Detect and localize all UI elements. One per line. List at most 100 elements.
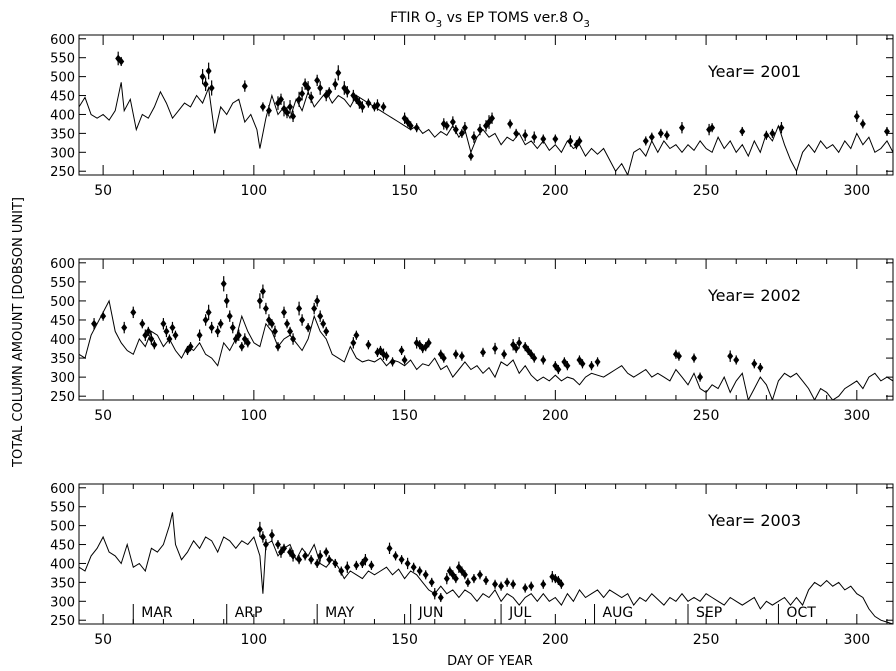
y-tick-label: 550 xyxy=(50,501,75,516)
y-tick-label: 350 xyxy=(50,576,75,591)
ftir-point xyxy=(476,125,483,134)
y-tick-label: 500 xyxy=(50,520,75,535)
ftir-point xyxy=(290,112,297,121)
ftir-point xyxy=(326,555,333,564)
ftir-point xyxy=(91,319,98,328)
ftir-point xyxy=(401,355,408,364)
ftir-point xyxy=(205,66,212,75)
ftir-point xyxy=(757,363,764,372)
ftir-point xyxy=(314,296,321,305)
ftir-point xyxy=(479,348,486,357)
ftir-point xyxy=(461,570,468,579)
ftir-point xyxy=(452,574,459,583)
ftir-point xyxy=(262,540,269,549)
plot-frame xyxy=(78,258,894,401)
ftir-point xyxy=(302,551,309,560)
x-tick-label: 50 xyxy=(94,632,112,648)
ftir-point xyxy=(118,57,125,66)
panel-1: 250 300 350 400 450 500 550 600 50 100 150 200 250 30… xyxy=(50,33,894,199)
y-tick-label: 400 xyxy=(50,333,75,348)
ftir-point xyxy=(151,340,158,349)
ftir-point xyxy=(299,315,306,324)
ftir-point xyxy=(588,361,595,370)
plot-area xyxy=(79,51,893,175)
y-tick-label: 400 xyxy=(50,557,75,572)
ftir-point xyxy=(383,352,390,361)
ftir-point xyxy=(332,559,339,568)
ftir-point xyxy=(540,580,547,589)
y-tick-label: 600 xyxy=(50,482,75,497)
x-tick-label: 200 xyxy=(542,183,569,199)
ftir-point xyxy=(470,574,477,583)
plot-area xyxy=(79,276,893,400)
ftir-point xyxy=(121,323,128,332)
ftir-point xyxy=(256,525,263,534)
ftir-point xyxy=(308,93,315,102)
ftir-point xyxy=(166,335,173,344)
ftir-point xyxy=(467,152,474,161)
ftir-point xyxy=(287,327,294,336)
ftir-point xyxy=(443,574,450,583)
ftir-point xyxy=(235,331,242,340)
ftir-point xyxy=(244,338,251,347)
x-axis-label: DAY OF YEAR xyxy=(447,654,533,669)
chart-panels: 250 300 350 400 450 500 550 600 50 100 150 200 250 30… xyxy=(50,33,894,648)
y-tick-label: 600 xyxy=(50,33,75,48)
x-tick-label: 100 xyxy=(240,183,267,199)
y-tick-label: 550 xyxy=(50,276,75,291)
month-label: ARP xyxy=(235,605,263,621)
month-label: OCT xyxy=(786,605,816,621)
ftir-point xyxy=(205,308,212,317)
ftir-point xyxy=(516,338,523,347)
ftir-point xyxy=(274,342,281,351)
ftir-point xyxy=(344,563,351,572)
x-tick-label: 50 xyxy=(94,183,112,199)
y-tick-label: 350 xyxy=(50,352,75,367)
y-tick-label: 250 xyxy=(50,165,75,180)
ftir-point xyxy=(449,118,456,127)
x-tick-label: 300 xyxy=(843,408,870,424)
ftir-point xyxy=(510,580,517,589)
year-label: Year= 2003 xyxy=(707,511,801,530)
ftir-point xyxy=(199,72,206,81)
ftir-point xyxy=(350,338,357,347)
y-tick-label: 450 xyxy=(50,90,75,105)
ftir-point xyxy=(425,338,432,347)
ftir-point xyxy=(187,342,194,351)
ftir-point xyxy=(284,108,291,117)
ftir-point xyxy=(452,125,459,134)
ftir-point xyxy=(296,555,303,564)
ftir-point xyxy=(540,355,547,364)
ftir-point xyxy=(139,319,146,328)
toms-series-line xyxy=(79,512,893,624)
ftir-point xyxy=(407,121,414,130)
ftir-point xyxy=(540,135,547,144)
ftir-point xyxy=(290,335,297,344)
ftir-point xyxy=(305,83,312,92)
ftir-point xyxy=(567,136,574,145)
ftir-point xyxy=(513,129,520,138)
ftir-point xyxy=(365,99,372,108)
ftir-point xyxy=(380,102,387,111)
ftir-point xyxy=(739,127,746,136)
ftir-point xyxy=(552,135,559,144)
ftir-point xyxy=(709,123,716,132)
ftir-point xyxy=(314,76,321,85)
ftir-point xyxy=(223,296,230,305)
ftir-point xyxy=(317,312,324,321)
ftir-point xyxy=(196,331,203,340)
ftir-point xyxy=(507,119,514,128)
ftir-point xyxy=(452,350,459,359)
ftir-point xyxy=(169,323,176,332)
ftir-point xyxy=(220,279,227,288)
ftir-point xyxy=(428,578,435,587)
ftir-point xyxy=(853,112,860,121)
ftir-point xyxy=(461,123,468,132)
ftir-point xyxy=(440,354,447,363)
ftir-point xyxy=(392,551,399,560)
ftir-point xyxy=(522,584,529,593)
ftir-point xyxy=(229,323,236,332)
ftir-point xyxy=(470,133,477,142)
x-tick-label: 250 xyxy=(693,408,720,424)
month-label: MAR xyxy=(141,605,173,621)
